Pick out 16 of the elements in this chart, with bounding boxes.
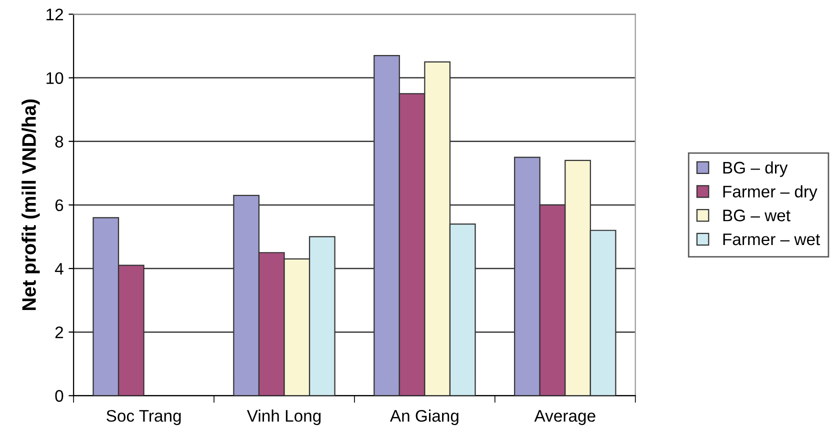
legend-label: BG – dry [723,161,788,177]
y-tick-label: 4 [54,263,64,275]
x-tick-label: An Giang [390,410,458,426]
y-tick-label: 8 [55,136,64,148]
x-tick-label: Average [534,410,596,426]
y-tick-label: 12 [46,8,64,20]
y-tick-label: 2 [55,326,64,338]
y-axis-title: Net profit (mill VND/ha) [22,100,40,310]
legend-label: Farmer – wet [723,234,820,246]
x-tick-label: Soc Trang [106,410,181,426]
y-tick-label: 6 [55,199,64,212]
y-tick-label: 0 [55,390,64,402]
x-tick-label: Vinh Long [246,410,321,426]
legend-label: Farmer – dry [723,185,818,201]
legend-label: BG – wet [723,210,790,222]
y-tick-label: 10 [46,72,64,84]
